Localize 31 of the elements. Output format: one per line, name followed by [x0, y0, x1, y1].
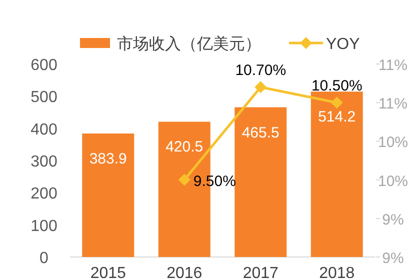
- data-label: 420.5: [166, 138, 204, 156]
- data-label: 10.70%: [235, 62, 286, 80]
- point: [330, 96, 343, 109]
- y2-tick-label: 10%: [378, 134, 408, 152]
- point: [178, 174, 190, 186]
- y2-tick-label: 11%: [378, 57, 408, 74]
- bar: [234, 107, 287, 257]
- data-label: 383.9: [89, 150, 127, 168]
- y-tick-label: 0: [40, 250, 49, 267]
- bar: [310, 92, 363, 257]
- y-tick-label: 400: [30, 121, 58, 138]
- y-tick-label: 100: [30, 218, 58, 235]
- legend-label: 市场收入（亿美元）: [117, 35, 261, 53]
- y2-tick-label: 10%: [378, 172, 408, 190]
- data-label: 514.2: [318, 108, 356, 126]
- data-label: 10.50%: [311, 78, 362, 95]
- legend-label: YOY: [326, 36, 360, 53]
- y2-tick-label: 11%: [378, 96, 408, 113]
- x-tick-label: 2016: [166, 265, 202, 280]
- point: [254, 81, 267, 94]
- x-tick-label: 2017: [242, 265, 279, 280]
- y-tick-label: 200: [30, 186, 58, 203]
- y-tick-label: 600: [30, 57, 58, 74]
- y2-tick-label: 9%: [382, 211, 404, 228]
- y-tick-label: 500: [30, 89, 58, 106]
- bar: [82, 134, 134, 257]
- y-tick-label: 300: [30, 154, 58, 170]
- x-tick-label: 2018: [319, 265, 355, 280]
- data-label: 465.5: [242, 124, 280, 142]
- y2-tick-label: 9%: [382, 250, 404, 267]
- x-tick-label: 2015: [90, 265, 126, 280]
